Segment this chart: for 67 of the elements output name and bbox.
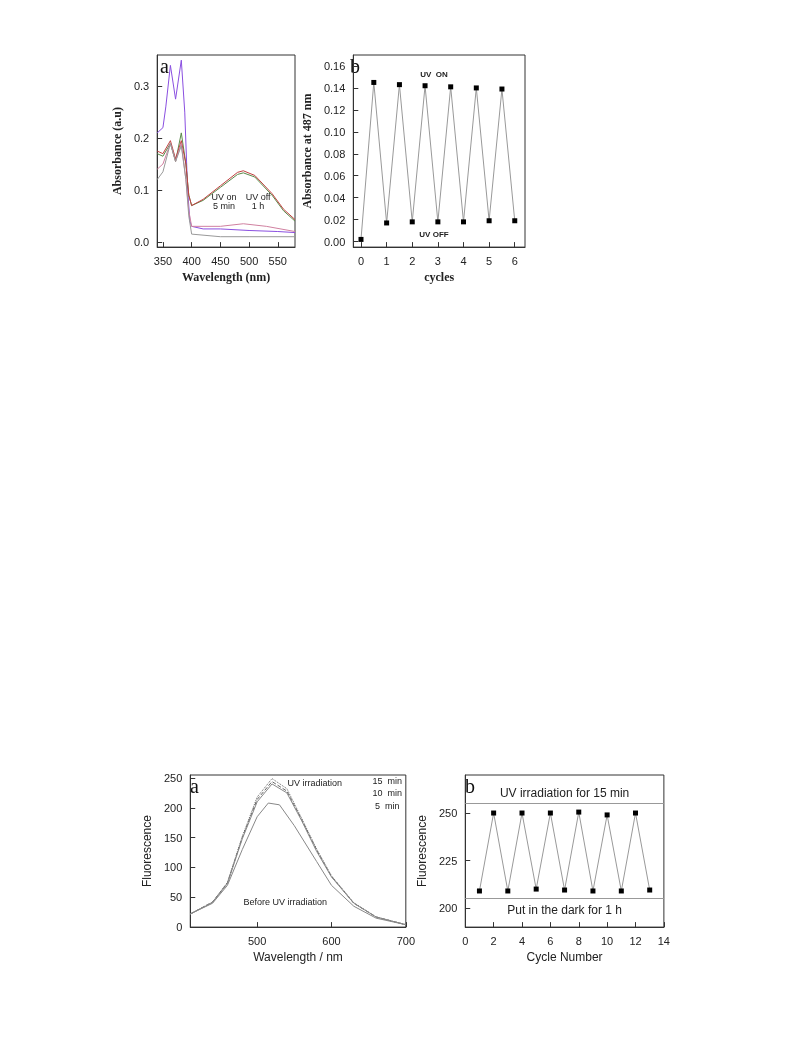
x-tick-label: 450	[211, 254, 230, 267]
ref-line-label: Put in the dark for 1 h	[507, 902, 622, 917]
x-tick-label: 2	[409, 254, 416, 267]
x-tick-label: 10	[601, 934, 614, 947]
x-tick-label: 4	[518, 934, 526, 947]
x-tick-label: 5	[486, 254, 493, 267]
annotation: 5 min	[375, 800, 400, 811]
y-tick-label: 0.00	[323, 235, 346, 248]
x-tick-label: 700	[396, 934, 415, 947]
y-tick-label: 250	[163, 771, 183, 784]
y-axis-title: Fluorescence	[140, 814, 154, 888]
y-tick-label: 100	[163, 861, 183, 874]
x-axis-title: cycles	[424, 270, 455, 284]
x-tick-label: 1	[383, 254, 390, 267]
annotation: Before UV irradiation	[243, 896, 327, 907]
y-tick-label: 225	[438, 854, 458, 867]
y-tick-label: 0	[176, 921, 183, 934]
x-tick-label: 600	[322, 934, 341, 947]
y-tick-label: 250	[438, 807, 458, 820]
x-axis-title: Wavelength / nm	[253, 950, 343, 964]
annotation: UV irradiation	[287, 777, 342, 788]
x-axis-title: Cycle Number	[526, 950, 603, 964]
y-tick-label: 0.14	[323, 81, 346, 94]
x-tick-label: 14	[657, 934, 671, 947]
y-tick-label: 0.06	[323, 169, 346, 182]
x-tick-label: 500	[239, 254, 259, 267]
x-tick-label: 12	[629, 934, 642, 947]
x-axis-title: Wavelength (nm)	[181, 270, 271, 284]
x-tick-label: 350	[153, 254, 173, 267]
x-tick-label: 0	[357, 254, 365, 267]
x-tick-label: 2	[490, 934, 497, 947]
y-axis-title: Absorbance (a.u)	[110, 107, 124, 196]
y-tick-label: 200	[438, 902, 458, 915]
y-axis-title: Fluorescence	[415, 814, 429, 888]
y-tick-label: 50	[170, 891, 183, 904]
annotation: 10 min	[372, 788, 403, 799]
annotation: UV off 1 h	[245, 192, 271, 212]
y-tick-label: 0.0	[133, 235, 150, 248]
annotation: UV ON	[420, 69, 448, 79]
annotation: b	[465, 775, 475, 797]
y-tick-label: 0.12	[323, 103, 346, 116]
annotation: a	[160, 55, 169, 77]
annotation: 15 min	[372, 776, 403, 787]
x-tick-label: 400	[182, 254, 201, 267]
y-tick-label: 0.3	[133, 80, 150, 93]
y-tick-label: 0.02	[323, 213, 346, 226]
y-tick-label: 0.16	[323, 59, 346, 72]
annotation: UV OFF	[419, 229, 449, 239]
y-tick-label: 150	[163, 831, 183, 844]
x-tick-label: 6	[511, 254, 518, 267]
y-tick-label: 0.04	[323, 191, 346, 204]
y-tick-label: 0.1	[133, 183, 150, 196]
x-tick-label: 0	[462, 934, 469, 947]
y-tick-label: 0.10	[323, 125, 346, 138]
y-tick-label: 0.2	[133, 132, 150, 145]
y-tick-label: 200	[163, 801, 183, 814]
y-axis-title: Absorbance at 487 nm	[300, 93, 314, 209]
y-tick-label: 0.08	[323, 147, 346, 160]
x-tick-label: 3	[434, 254, 441, 267]
x-tick-label: 8	[575, 934, 582, 947]
x-tick-label: 6	[547, 934, 554, 947]
x-tick-label: 550	[268, 254, 287, 267]
x-tick-label: 4	[460, 254, 467, 267]
annotation: UV on 5 min	[211, 192, 237, 212]
annotation: a	[190, 775, 199, 797]
x-tick-label: 500	[247, 934, 267, 947]
ref-line-label: UV irradiation for 15 min	[499, 785, 630, 800]
